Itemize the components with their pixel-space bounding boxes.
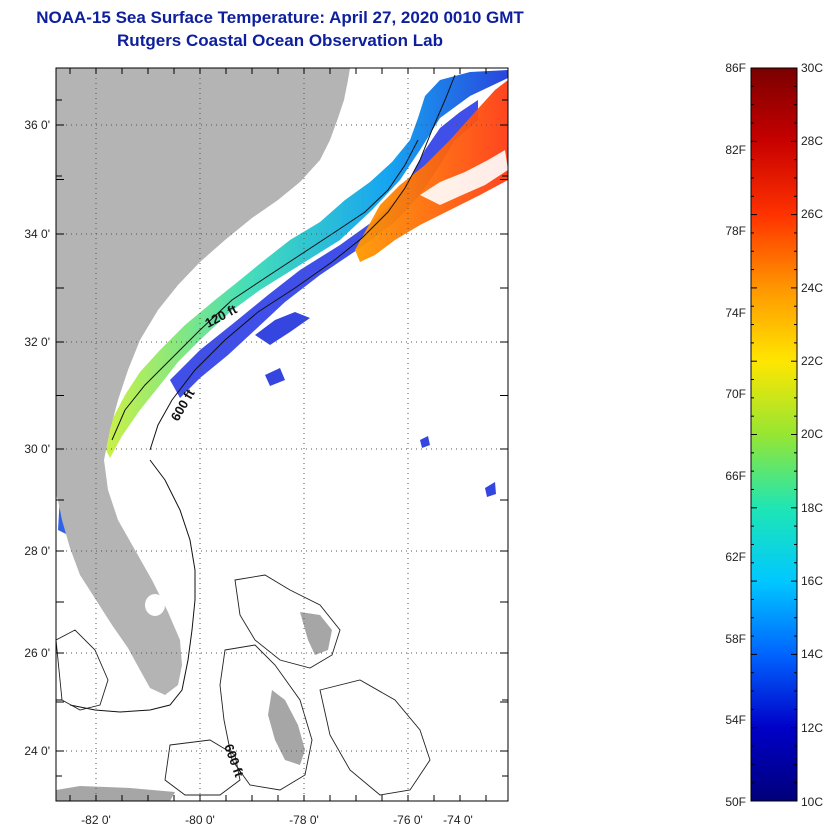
lat-label: 36 0'	[24, 118, 50, 132]
map-ticks	[56, 68, 508, 801]
cb-c-label: 16C	[801, 574, 823, 588]
cb-f-label: 82F	[725, 143, 746, 157]
cb-f-label: 78F	[725, 224, 746, 238]
land-gulf-coast	[56, 786, 175, 801]
colorbar-fahrenheit-labels: 86F 82F 78F 74F 70F 66F 62F 58F 54F 50F	[725, 61, 746, 809]
lat-label: 34 0'	[24, 227, 50, 241]
longitude-labels: -82 0' -80 0' -78 0' -76 0' -74 0'	[81, 813, 473, 827]
title-line-1: NOAA-15 Sea Surface Temperature: April 2…	[36, 8, 524, 27]
colorbar-scale	[750, 67, 798, 802]
cb-f-label: 70F	[725, 387, 746, 401]
cb-c-label: 12C	[801, 721, 823, 735]
cb-c-label: 26C	[801, 207, 823, 221]
cb-f-label: 50F	[725, 795, 746, 809]
lake-okeechobee	[145, 594, 165, 616]
lon-label: -82 0'	[81, 813, 111, 827]
lon-label: -78 0'	[289, 813, 319, 827]
cb-f-label: 58F	[725, 632, 746, 646]
land-bahamas-andros	[268, 690, 305, 765]
cb-f-label: 62F	[725, 550, 746, 564]
contour-600ft-florida	[69, 459, 196, 713]
cb-c-label: 28C	[801, 134, 823, 148]
map-panel: 120 ft 600 ft 600 ft	[56, 68, 508, 801]
lat-label: 30 0'	[24, 442, 50, 456]
colorbar: 86F 82F 78F 74F 70F 66F 62F 58F 54F 50F …	[725, 61, 823, 809]
sst-shelf-band	[106, 70, 508, 458]
contour-120ft	[111, 139, 419, 441]
cb-c-label: 22C	[801, 354, 823, 368]
graticule	[56, 68, 508, 801]
lat-label: 28 0'	[24, 544, 50, 558]
cloud-patch-2	[398, 226, 445, 262]
sst-scattered-pixels	[255, 312, 496, 497]
lon-label: -76 0'	[393, 813, 423, 827]
cb-c-label: 30C	[801, 61, 823, 75]
cb-c-label: 10C	[801, 795, 823, 809]
cb-f-label: 54F	[725, 713, 746, 727]
map-border	[55, 67, 509, 802]
contour-bahamas-banks	[164, 574, 431, 796]
map-title: NOAA-15 Sea Surface Temperature: April 2…	[0, 6, 560, 52]
cloud-patch	[420, 150, 508, 205]
cb-c-label: 24C	[801, 281, 823, 295]
cb-f-label: 86F	[725, 61, 746, 75]
cb-f-label: 66F	[725, 469, 746, 483]
sst-gulf-stream	[355, 80, 508, 262]
title-line-2: Rutgers Coastal Ocean Observation Lab	[117, 31, 443, 50]
land-southeast-us	[56, 68, 350, 695]
sst-cold-band	[170, 100, 478, 398]
latitude-labels: 36 0' 34 0' 32 0' 30 0' 28 0' 26 0' 24 0…	[24, 118, 50, 758]
cb-f-label: 74F	[725, 306, 746, 320]
cb-c-label: 18C	[801, 501, 823, 515]
lon-label: -74 0'	[443, 813, 473, 827]
contour-gulf	[56, 629, 109, 711]
cb-c-label: 20C	[801, 427, 823, 441]
lat-label: 32 0'	[24, 335, 50, 349]
lat-label: 24 0'	[24, 744, 50, 758]
lon-label: -80 0'	[185, 813, 215, 827]
cb-c-label: 14C	[801, 647, 823, 661]
colorbar-celsius-labels: 30C 28C 26C 24C 22C 20C 18C 16C 14C 12C …	[801, 61, 823, 809]
contour-600ft	[149, 74, 456, 451]
lat-label: 26 0'	[24, 646, 50, 660]
land-bahamas-abaco	[300, 612, 332, 655]
